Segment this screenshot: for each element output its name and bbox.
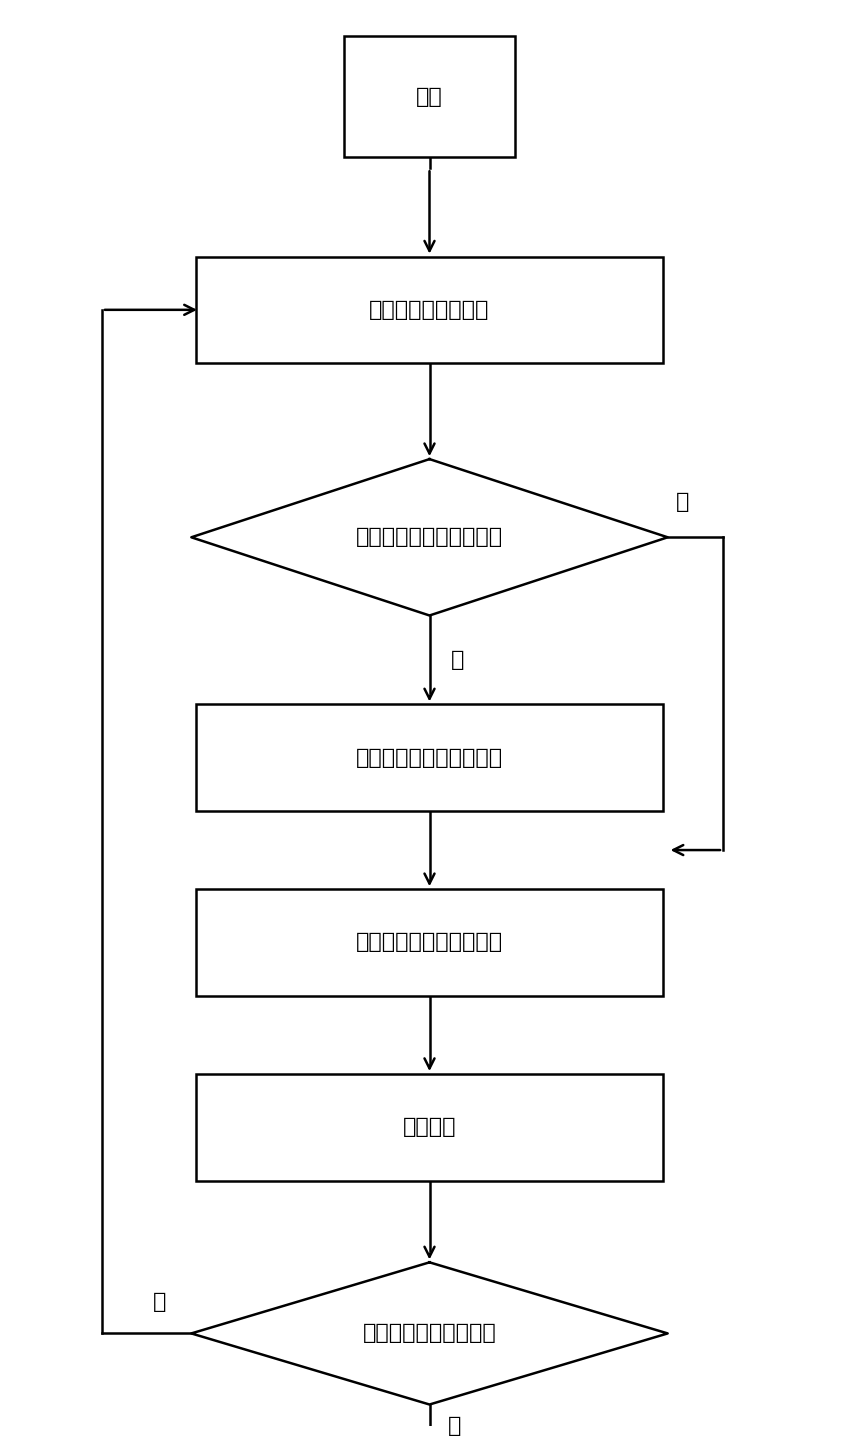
Text: 否: 否: [676, 491, 690, 511]
Bar: [196, 704, 663, 811]
Text: 是: 是: [152, 1292, 166, 1312]
Text: 进行供电区域的相关计算: 进行供电区域的相关计算: [356, 933, 503, 952]
Text: 时钟推进: 时钟推进: [403, 1117, 456, 1138]
Text: 否: 否: [448, 1416, 461, 1436]
Bar: [196, 888, 663, 996]
Bar: [196, 256, 663, 363]
Text: 形成供电区域和设备: 形成供电区域和设备: [369, 300, 490, 320]
Polygon shape: [192, 1263, 667, 1404]
Bar: [196, 1074, 663, 1181]
Text: 是: 是: [451, 649, 464, 670]
Text: 是否发生单相接地故障？: 是否发生单相接地故障？: [356, 527, 503, 547]
Text: 开始: 开始: [416, 86, 443, 107]
Text: 网络拓扑是否有变化？: 网络拓扑是否有变化？: [362, 1323, 497, 1344]
Text: 形成供电区域的故障信息: 形成供电区域的故障信息: [356, 747, 503, 768]
Polygon shape: [192, 459, 667, 615]
Bar: [344, 36, 515, 157]
